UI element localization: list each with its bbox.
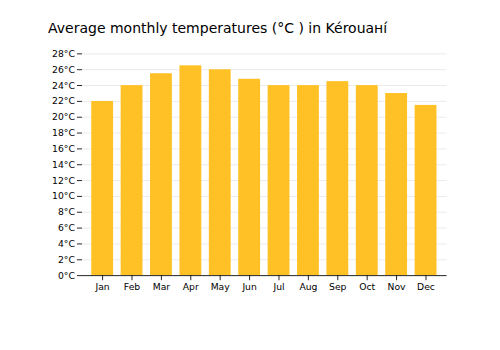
svg-text:18°C: 18°C <box>52 127 75 138</box>
svg-text:8°C: 8°C <box>58 206 75 217</box>
svg-text:20°C: 20°C <box>52 111 75 122</box>
svg-text:May: May <box>211 281 231 292</box>
svg-text:26°C: 26°C <box>52 64 75 75</box>
svg-text:12°C: 12°C <box>52 175 75 186</box>
svg-text:6°C: 6°C <box>58 222 75 233</box>
svg-text:Dec: Dec <box>417 281 435 292</box>
svg-text:28°C: 28°C <box>52 48 75 59</box>
svg-text:Jan: Jan <box>94 281 109 292</box>
svg-text:Sep: Sep <box>329 281 347 292</box>
svg-text:Jul: Jul <box>272 281 284 292</box>
svg-text:22°C: 22°C <box>52 95 75 106</box>
svg-text:Apr: Apr <box>183 281 199 292</box>
svg-text:2°C: 2°C <box>58 254 75 265</box>
svg-text:0°C: 0°C <box>58 270 75 281</box>
svg-text:16°C: 16°C <box>52 143 75 154</box>
svg-text:Aug: Aug <box>299 281 317 292</box>
svg-text:10°C: 10°C <box>52 190 75 201</box>
svg-text:Feb: Feb <box>124 281 140 292</box>
svg-text:4°C: 4°C <box>58 238 75 249</box>
svg-text:Mar: Mar <box>153 281 171 292</box>
svg-text:24°C: 24°C <box>52 79 75 90</box>
html-text:Average monthly temperatures (: Average monthly temperatures (°C ) in Ké… <box>48 20 388 36</box>
svg-text:Jun: Jun <box>241 281 257 292</box>
svg-text:Nov: Nov <box>388 281 407 292</box>
svg-text:14°C: 14°C <box>52 159 75 170</box>
svg-text:Oct: Oct <box>359 281 375 292</box>
